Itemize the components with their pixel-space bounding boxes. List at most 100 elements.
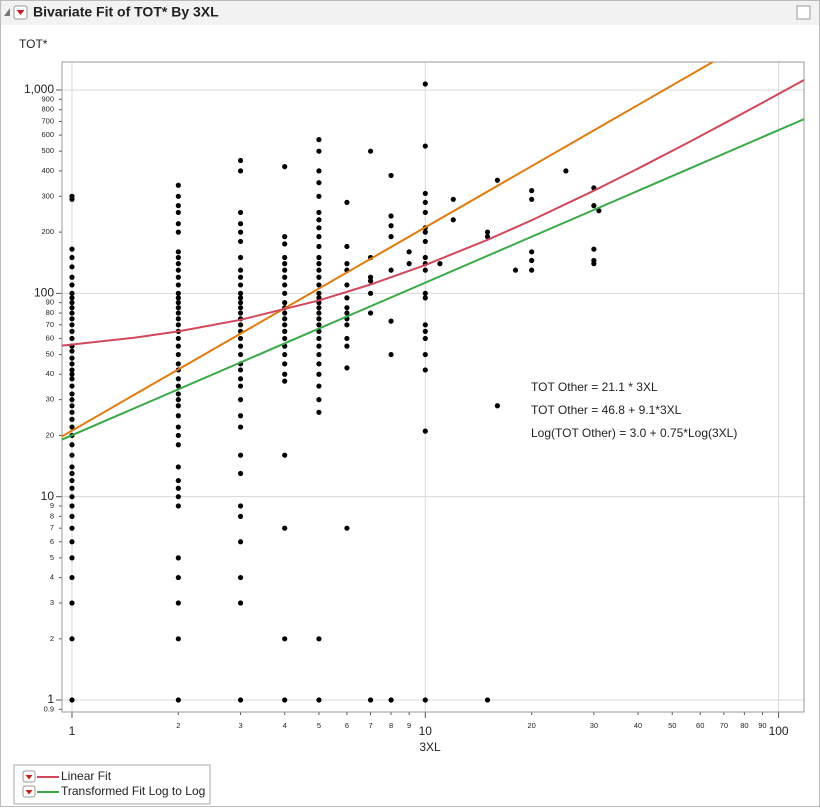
point [406,249,412,255]
point [388,697,394,703]
point [175,229,181,235]
point [367,697,374,703]
point [69,246,75,252]
point [175,249,181,255]
point [367,148,374,154]
point [69,322,75,328]
x-tick-label: 50 [668,721,676,730]
annotation: Log(TOT Other) = 3.0 + 0.75*Log(3XL) [531,426,737,440]
point [316,225,322,231]
point [344,310,350,316]
point [69,424,75,430]
point [69,697,75,703]
point [69,361,75,367]
point [282,282,288,288]
x-tick-label: 3 [238,721,242,730]
point [69,310,75,316]
collapse-icon[interactable] [4,8,10,16]
point [175,361,181,367]
point [422,351,428,358]
point [237,452,244,458]
point [69,397,75,403]
point [316,697,322,703]
chart-title: Bivariate Fit of TOT* By 3XL [33,4,219,20]
point [316,217,322,223]
point [316,316,322,322]
point [175,254,181,261]
point [316,361,322,367]
point [282,525,288,531]
point [69,274,75,280]
point [316,282,322,288]
y-tick-label: 80 [46,308,54,317]
point [69,316,75,322]
point [422,328,428,334]
x-axis-label: 3XL [419,740,441,754]
point [237,470,244,477]
point [316,636,322,642]
point [406,261,412,267]
legend-label: Linear Fit [61,769,112,783]
point [175,290,181,296]
point [69,477,75,484]
point [69,636,75,642]
y-tick-label: 900 [41,94,54,103]
point [175,305,181,311]
menu-arrow [16,10,25,15]
x-tick-label: 40 [634,721,642,730]
point [282,361,288,367]
point [175,282,181,288]
y-tick-label: 5 [50,553,54,562]
y-tick-label: 400 [41,166,54,175]
point [237,424,244,430]
y-tick-label: 20 [46,430,54,439]
point [237,539,244,545]
point [484,697,491,703]
point [69,513,75,519]
x-tick-label: 30 [590,721,598,730]
point [316,322,322,328]
point [367,274,374,280]
point [316,310,322,316]
x-tick-label: 9 [407,721,411,730]
point [450,196,456,202]
point [69,300,75,306]
annotation: TOT Other = 21.1 * 3XL [531,380,658,394]
point [529,257,535,264]
pin-button[interactable] [796,5,811,20]
point [69,290,75,296]
point [175,376,181,382]
point [422,267,428,273]
point [69,470,75,477]
point [422,143,428,149]
point [69,295,75,301]
plot-frame [61,61,805,713]
point [388,172,394,179]
legend-menu-arrow [25,775,33,780]
y-tick-label: 9 [50,501,54,510]
point [175,600,181,606]
point [316,243,322,250]
point [388,234,394,240]
point [69,539,75,545]
point [422,254,428,261]
x-tick-label: 4 [283,721,287,730]
point [69,355,75,361]
point [422,238,428,245]
point [282,697,288,703]
point [344,295,350,301]
point [69,391,75,397]
point [237,221,244,227]
point [69,525,75,531]
x-tick-label: 10 [419,724,433,738]
point [316,274,322,280]
point [237,254,244,261]
point [282,371,288,377]
point [388,318,394,324]
point [237,238,244,245]
point [69,376,75,382]
point [175,477,181,484]
point [237,274,244,280]
point [175,503,181,509]
